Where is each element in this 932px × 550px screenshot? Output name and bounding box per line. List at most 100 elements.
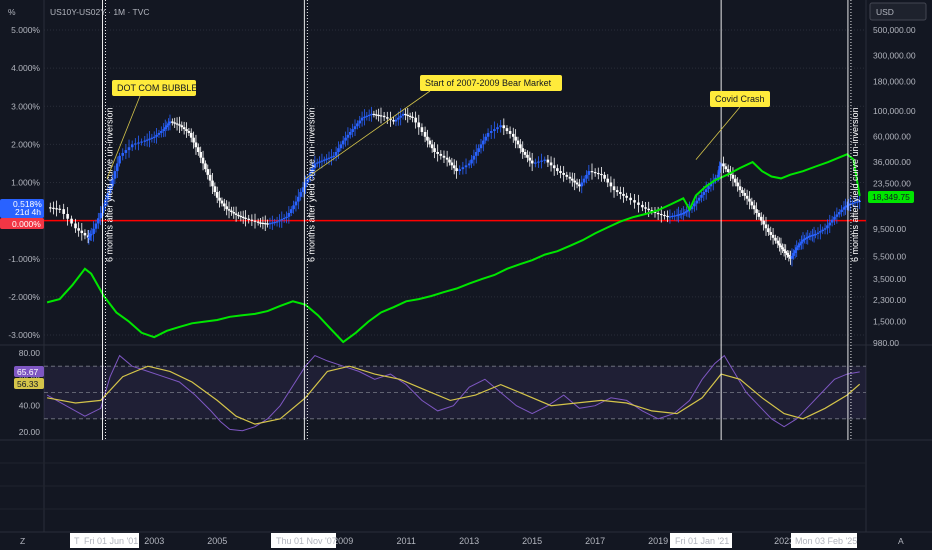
spread-candle [741, 190, 744, 193]
spread-candle [719, 166, 722, 170]
spread-candle [704, 189, 708, 193]
annotation-pointer [106, 95, 141, 179]
spread-candle [311, 168, 314, 173]
spread-candle [771, 234, 775, 238]
spread-candle [215, 192, 219, 198]
spread-candle [213, 186, 217, 193]
spread-candle [55, 208, 58, 210]
spread-candle [546, 159, 550, 163]
x-tick-label: 2019 [648, 536, 668, 546]
spread-candle [474, 152, 478, 156]
spread-candle [266, 223, 269, 225]
date-pill-3: Fri 01 Jan '21 [670, 533, 732, 548]
spread-candle [385, 117, 389, 119]
spread-candle [152, 136, 156, 138]
spread-candle [808, 235, 811, 238]
spread-candle [461, 167, 465, 170]
spread-candle [785, 253, 789, 255]
timezone-glyph[interactable]: Z [20, 536, 25, 546]
spread-candle [724, 166, 728, 170]
index-badge: 18,349.75 [868, 191, 914, 203]
spread-candle [113, 171, 117, 179]
spread-candle [334, 152, 338, 156]
spread-candle [124, 150, 128, 153]
spread-candle [800, 241, 803, 244]
date-pill-1-text: Fri 01 Jun '01 [84, 536, 138, 546]
spread-candle [218, 197, 221, 201]
spread-candle [162, 129, 165, 132]
spread-candle [505, 128, 509, 132]
spread-candle [192, 137, 195, 143]
spread-candle [622, 193, 625, 196]
spread-candle [748, 198, 751, 202]
spread-candle [167, 123, 170, 126]
x-tick-label: 2011 [397, 536, 416, 546]
right-tick-label: 300,000.00 [873, 51, 916, 61]
spread-candle [127, 147, 131, 151]
annotation-box[interactable] [112, 80, 196, 96]
spread-candle [163, 127, 167, 130]
spread-candle [239, 215, 243, 218]
spread-candle [790, 255, 794, 259]
symbol-title[interactable]: US10Y-US02Y · 1M · TVC [50, 7, 150, 17]
spread-candle [256, 221, 260, 223]
spread-candle [615, 190, 619, 193]
auto-scale-glyph[interactable]: A [898, 536, 904, 546]
spread-candle [52, 207, 55, 209]
spread-candle [394, 119, 398, 122]
spread-candle [62, 209, 65, 214]
date-pill-2-text: Thu 01 Nov '07 [276, 536, 337, 546]
spread-candle [66, 213, 69, 219]
annotation-box[interactable] [710, 91, 770, 107]
spread-candle [671, 215, 674, 218]
rsi-ma-line [46, 365, 861, 425]
currency-box[interactable] [869, 2, 927, 21]
spread-candle [650, 210, 654, 212]
spread-candle [83, 233, 87, 236]
spread-candle [523, 152, 527, 155]
spread-candle [358, 120, 362, 124]
spread-candle [367, 114, 371, 117]
spread-candle [401, 113, 405, 116]
spread-candle [580, 182, 584, 187]
spread-candle [206, 169, 210, 175]
annotation-box[interactable] [420, 75, 562, 91]
spread-candle [697, 197, 701, 201]
spread-candle [759, 216, 763, 221]
spread-candle [89, 233, 93, 236]
x-tick-label: 2003 [144, 536, 164, 546]
spread-candle [346, 134, 350, 138]
right-tick-label: 2,300.00 [873, 295, 906, 305]
left-tick-label: 1.000% [11, 178, 40, 188]
spread-candle [77, 228, 80, 231]
marker-label: 6 months after yield curve un-inversion [850, 107, 860, 262]
spread-candle [230, 210, 233, 213]
spread-candle [175, 123, 179, 125]
spread-candle [253, 220, 257, 222]
spread-candle [389, 118, 392, 121]
rsi-badge: 65.67 [14, 366, 44, 377]
date-pill-4-text: Mon 03 Feb '25 [795, 536, 857, 546]
spread-candle [683, 212, 687, 214]
spread-candle [848, 203, 852, 205]
spread-candle [408, 115, 412, 117]
spread-candle [220, 200, 224, 204]
spread-candle [757, 213, 761, 217]
spread-candle [74, 223, 77, 229]
spread-candle [835, 214, 839, 217]
spread-candle [118, 155, 121, 164]
spread-candle [370, 113, 373, 116]
left-tick-label: 2.000% [11, 139, 40, 149]
spread-candle [556, 168, 559, 172]
spread-candle [341, 140, 345, 145]
spread-candle [693, 203, 696, 207]
spread-badge: 0.518% 21d 4h [0, 199, 44, 218]
spread-candle [180, 125, 184, 128]
right-tick-label: 5,500.00 [873, 251, 906, 261]
spread-candle [677, 214, 680, 216]
spread-candle [194, 142, 198, 148]
spread-candle [247, 218, 251, 220]
spread-candle [565, 174, 569, 177]
spread-candle [738, 186, 742, 191]
right-unit-label[interactable]: USD [876, 7, 894, 17]
